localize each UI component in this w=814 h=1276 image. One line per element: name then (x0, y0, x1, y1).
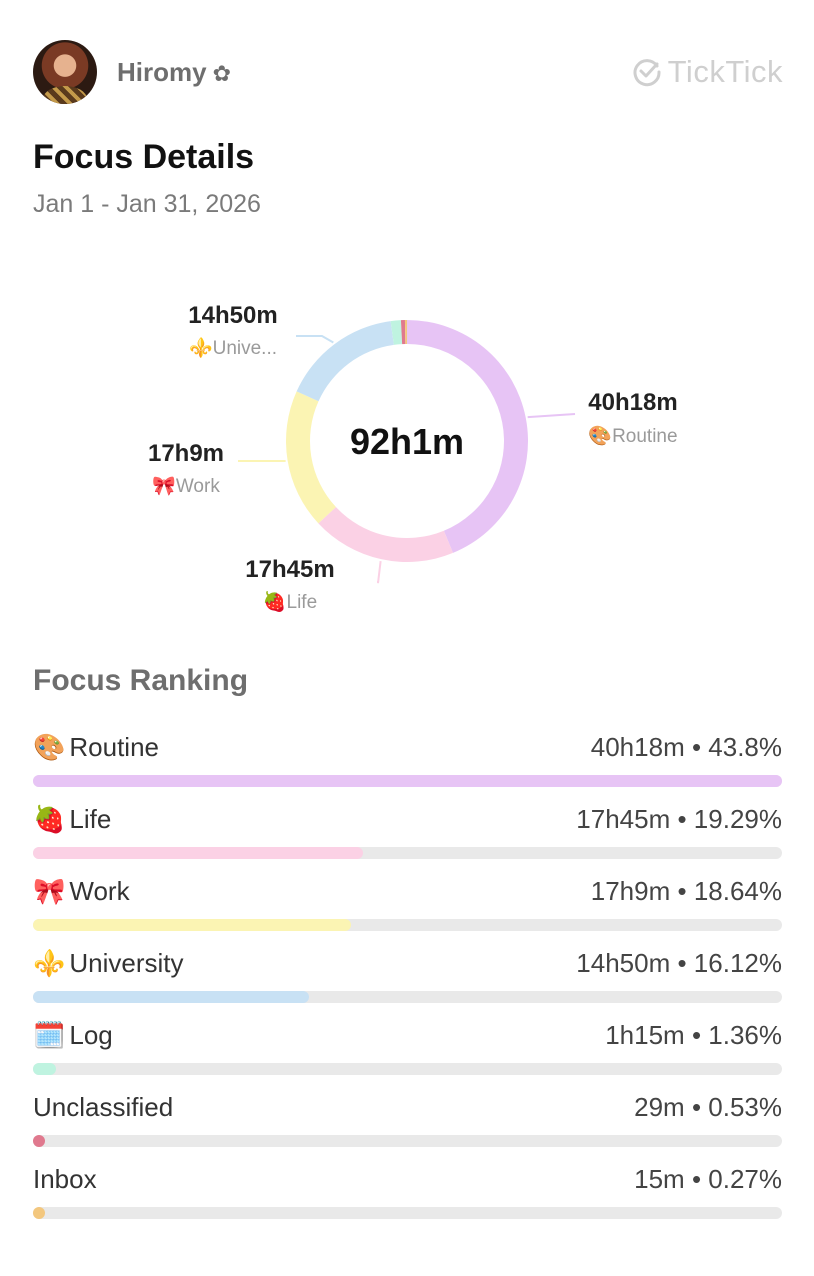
ranking-value: 17h9m • 18.64% (590, 876, 782, 906)
ranking-bar-track (33, 847, 782, 859)
ranking-bar-fill (33, 919, 352, 931)
ranking-value: 14h50m • 16.12% (576, 948, 782, 978)
donut-slice-inbox[interactable] (404, 320, 407, 345)
ranking-name: Life (69, 804, 112, 834)
ranking-value: 40h18m • 43.8% (590, 732, 782, 762)
username: Hiromy ✿ (117, 57, 232, 87)
donut-slice-university[interactable] (296, 321, 394, 402)
ranking-title: Focus Ranking (33, 664, 249, 697)
ranking-label: 🍓 Life (33, 804, 111, 835)
callout-label-work: 🎀Work (152, 475, 220, 497)
focus-ranking-list: 🎨 Routine 40h18m • 43.8% 🍓 Life 17h45m • 19.2… (33, 728, 782, 1232)
callout-line-life (377, 561, 382, 584)
ranking-bar-fill (33, 1135, 45, 1147)
ticktick-logo: TickTick (632, 54, 783, 90)
ranking-bar-fill (33, 775, 782, 787)
ranking-label: Inbox (33, 1164, 97, 1195)
flower-icon: ✿ (212, 61, 232, 86)
callout-value-work: 17h9m (148, 440, 224, 467)
ranking-bar-track (33, 1063, 782, 1075)
ranking-row-life[interactable]: 🍓 Life 17h45m • 19.29% (33, 800, 782, 872)
ranking-value: 15m • 0.27% (634, 1164, 782, 1194)
callout-line-university (296, 335, 334, 344)
center-total-label: 92h1m (350, 421, 464, 462)
log-icon: 🗓️ (33, 1020, 66, 1050)
university-icon: ⚜️ (33, 948, 66, 978)
donut-slice-unclassified[interactable] (400, 320, 406, 345)
ranking-label: Unclassified (33, 1092, 173, 1123)
donut-slice-log[interactable] (390, 320, 403, 345)
donut-slice-routine[interactable] (407, 320, 528, 553)
ranking-bar-track (33, 919, 782, 931)
ranking-bar-track (33, 775, 782, 787)
work-icon: 🎀 (33, 876, 66, 906)
ranking-name: Inbox (33, 1164, 97, 1194)
ranking-bar-track (33, 991, 782, 1003)
focus-donut-chart: 92h1m 40h18m 🎨Routine 17h45m 🍓Life 17h9m 🎀Wor… (148, 302, 678, 613)
ranking-name: University (69, 948, 184, 978)
ranking-name: Work (69, 876, 130, 906)
ranking-bar-fill (33, 991, 309, 1003)
ranking-label: 🎀 Work (33, 876, 130, 907)
ranking-row-inbox[interactable]: Inbox 15m • 0.27% (33, 1160, 782, 1232)
ranking-row-log[interactable]: 🗓️ Log 1h15m • 1.36% (33, 1016, 782, 1088)
ranking-bar-fill (33, 1207, 45, 1219)
ranking-name: Routine (69, 732, 159, 762)
callout-label-routine: 🎨Routine (588, 424, 677, 447)
ranking-label: ⚜️ University (33, 948, 184, 979)
ranking-bar-track (33, 1135, 782, 1147)
date-range: Jan 1 - Jan 31, 2026 (33, 190, 261, 218)
ranking-label: 🗓️ Log (33, 1020, 113, 1051)
avatar[interactable] (33, 40, 97, 104)
ranking-name: Unclassified (33, 1092, 174, 1122)
callout-label-university: ⚜️Unive... (189, 336, 277, 359)
ranking-name: Log (69, 1020, 113, 1050)
ranking-label: 🎨 Routine (33, 732, 159, 763)
callout-value-university: 14h50m (188, 302, 277, 329)
routine-icon: 🎨 (33, 732, 66, 762)
brand-name: TickTick (667, 54, 783, 89)
check-circle-icon (633, 59, 661, 87)
callout-value-life: 17h45m (245, 556, 334, 583)
ranking-bar-track (33, 1207, 782, 1219)
ranking-row-university[interactable]: ⚜️ University 14h50m • 16.12% (33, 944, 782, 1016)
ranking-bar-fill (33, 847, 363, 859)
life-icon: 🍓 (33, 804, 66, 834)
ranking-bar-fill (33, 1063, 57, 1075)
page-title: Focus Details (33, 138, 255, 176)
donut-slice-work[interactable] (286, 391, 336, 524)
callout-label-life: 🍓Life (263, 590, 317, 613)
ranking-value: 17h45m • 19.29% (576, 804, 782, 834)
callout-value-routine: 40h18m (588, 389, 677, 416)
callout-line-routine (527, 413, 576, 419)
profile-header: Hiromy ✿ TickTick (33, 40, 783, 106)
donut-slice-life[interactable] (318, 507, 453, 562)
ranking-row-work[interactable]: 🎀 Work 17h9m • 18.64% (33, 872, 782, 944)
ranking-row-unclassified[interactable]: Unclassified 29m • 0.53% (33, 1088, 782, 1160)
ranking-row-routine[interactable]: 🎨 Routine 40h18m • 43.8% (33, 728, 782, 800)
ranking-value: 1h15m • 1.36% (605, 1020, 782, 1050)
ranking-value: 29m • 0.53% (634, 1092, 782, 1122)
